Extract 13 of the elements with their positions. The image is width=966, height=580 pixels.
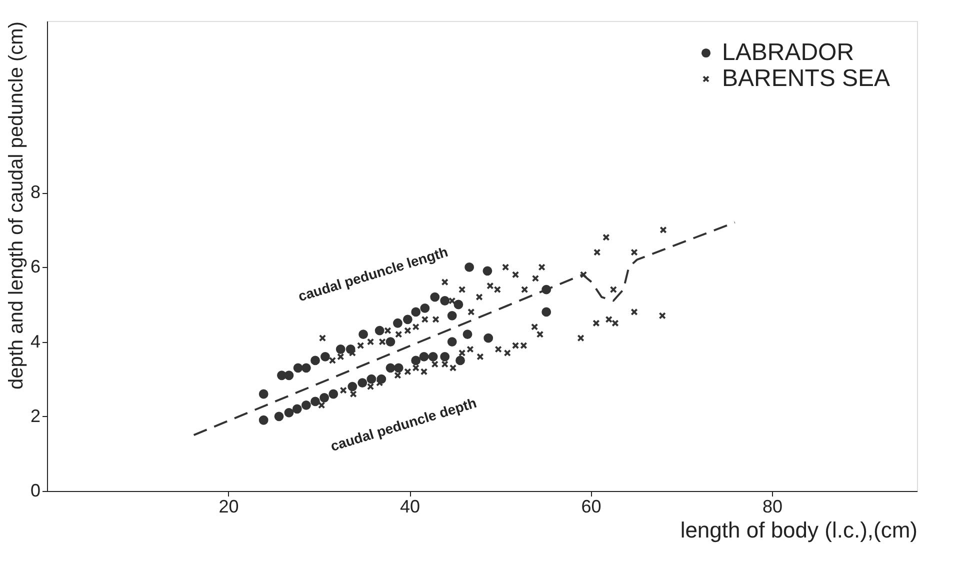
x-tick-label: 80 [762,496,783,516]
x-tick-label: 40 [400,496,420,516]
y-tick-label: 4 [30,331,40,352]
legend-label: BARENTS SEA [722,65,890,92]
x-axis-title: length of body (l.c.),(cm) [680,518,918,542]
legend-label: LABRADOR [722,39,854,66]
x-tick-label: 60 [581,496,602,516]
y-tick-label: 8 [30,182,40,202]
x-tick-label: 20 [218,496,239,516]
y-tick-label: 0 [30,480,40,500]
y-tick-label: 6 [30,256,40,277]
y-axis-title: depth and length of caudal peduncle (cm) [5,22,28,390]
y-tick-label: 2 [30,406,40,426]
